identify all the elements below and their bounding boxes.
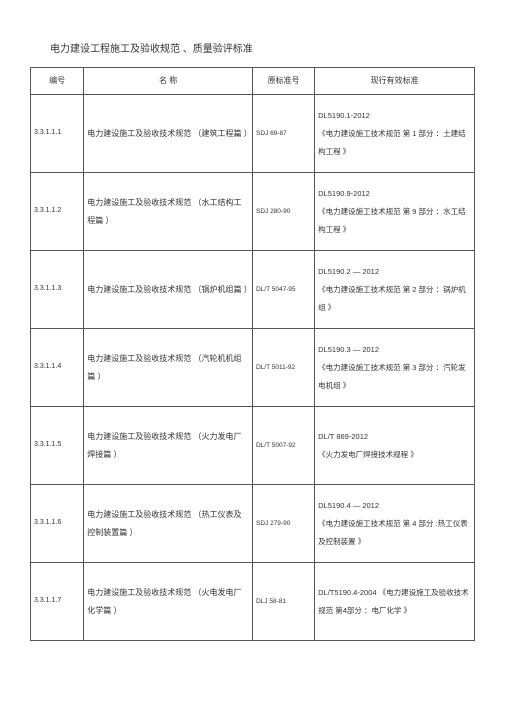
cell-orig: SDJ 69-87: [252, 95, 314, 173]
header-curr: 现行有效标准: [315, 68, 475, 95]
table-header-row: 编号 名 称 原标准号 现行有效标准: [31, 68, 475, 95]
header-id: 编号: [31, 68, 84, 95]
cell-curr: DL/T 869-2012 《火力发电厂焊接技术规程 》: [315, 407, 475, 485]
cell-id: 3.3.1.1.6: [31, 485, 84, 563]
cell-name: 电力建设施工及验收技术规范 （建筑工程篇 ）: [84, 95, 253, 173]
table-row: 3.3.1.1.4电力建设施工及验收技术规范 （汽轮机机组篇 ）DL/T 501…: [31, 329, 475, 407]
header-name: 名 称: [84, 68, 253, 95]
cell-curr: DL5190.4 — 2012 《电力建设施工技术规范 第 4 部分 :热工仪表…: [315, 485, 475, 563]
cell-name: 电力建设施工及验收技术规范 （锅炉机组篇 ）: [84, 251, 253, 329]
cell-curr: DL/T5190.4-2004 《电力建设施工及验收技术规范 第4部分 ：电厂化…: [315, 563, 475, 641]
table-row: 3.3.1.1.5电力建设施工及验收技术规范 （火力发电厂焊接篇 ）DL/T 5…: [31, 407, 475, 485]
cell-name: 电力建设施工及验收技术规范 （热工仪表及控制装置篇 ）: [84, 485, 253, 563]
cell-id: 3.3.1.1.7: [31, 563, 84, 641]
table-row: 3.3.1.1.3电力建设施工及验收技术规范 （锅炉机组篇 ）DL/T 5047…: [31, 251, 475, 329]
table-row: 3.3.1.1.2电力建设施工及验收技术规范 （水工结构工程篇 ）SDJ 280…: [31, 173, 475, 251]
header-orig: 原标准号: [252, 68, 314, 95]
table-row: 3.3.1.1.7电力建设施工及验收技术规范 （火电发电厂化学篇 ）DLJ 58…: [31, 563, 475, 641]
cell-name: 电力建设施工及验收技术规范 （火电发电厂化学篇 ）: [84, 563, 253, 641]
cell-id: 3.3.1.1.3: [31, 251, 84, 329]
cell-curr: DL5190.3 — 2012 《电力建设施工技术规范 第 3 部分 ：汽轮发电…: [315, 329, 475, 407]
cell-name: 电力建设施工及验收技术规范 （汽轮机机组篇 ）: [84, 329, 253, 407]
cell-id: 3.3.1.1.1: [31, 95, 84, 173]
cell-orig: DLJ 58-81: [252, 563, 314, 641]
table-row: 3.3.1.1.1电力建设施工及验收技术规范 （建筑工程篇 ）SDJ 69-87…: [31, 95, 475, 173]
cell-curr: DL5190.2 — 2012 《电力建设施工技术规范 第 2 部分 ：锅炉机组…: [315, 251, 475, 329]
cell-orig: DL/T 5011-92: [252, 329, 314, 407]
page-container: 电力建设工程施工及验收规范 、质量验评标准 编号 名 称 原标准号 现行有效标准…: [0, 0, 505, 661]
cell-curr: DL5190.9-2012 《电力建设施工技术规范 第 9 部分 ：水工结构工程…: [315, 173, 475, 251]
table-row: 3.3.1.1.6电力建设施工及验收技术规范 （热工仪表及控制装置篇 ）SDJ …: [31, 485, 475, 563]
cell-name: 电力建设施工及验收技术规范 （水工结构工程篇 ）: [84, 173, 253, 251]
document-title: 电力建设工程施工及验收规范 、质量验评标准: [50, 40, 475, 55]
cell-orig: SDJ 279-90: [252, 485, 314, 563]
cell-curr: DL5190.1-2012 《电力建设施工技术规范 第 1 部分 ：土建结构工程…: [315, 95, 475, 173]
cell-orig: DL/T 5047-95: [252, 251, 314, 329]
cell-id: 3.3.1.1.4: [31, 329, 84, 407]
table-body: 3.3.1.1.1电力建设施工及验收技术规范 （建筑工程篇 ）SDJ 69-87…: [31, 95, 475, 641]
cell-name: 电力建设施工及验收技术规范 （火力发电厂焊接篇 ）: [84, 407, 253, 485]
cell-id: 3.3.1.1.2: [31, 173, 84, 251]
cell-id: 3.3.1.1.5: [31, 407, 84, 485]
standards-table: 编号 名 称 原标准号 现行有效标准 3.3.1.1.1电力建设施工及验收技术规…: [30, 67, 475, 641]
cell-orig: DL/T 5007-92: [252, 407, 314, 485]
cell-orig: SDJ 280-90: [252, 173, 314, 251]
